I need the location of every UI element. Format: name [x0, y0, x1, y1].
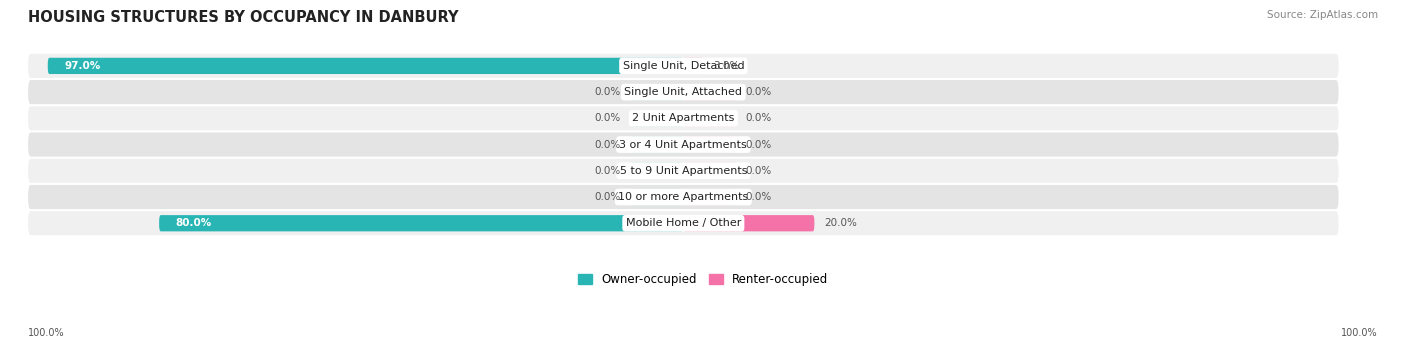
FancyBboxPatch shape	[631, 189, 683, 205]
Text: 0.0%: 0.0%	[595, 87, 621, 97]
Text: Mobile Home / Other: Mobile Home / Other	[626, 218, 741, 228]
Text: 0.0%: 0.0%	[595, 192, 621, 202]
Text: 5 to 9 Unit Apartments: 5 to 9 Unit Apartments	[620, 166, 747, 176]
Text: 0.0%: 0.0%	[745, 139, 772, 150]
FancyBboxPatch shape	[28, 185, 1339, 209]
FancyBboxPatch shape	[683, 189, 735, 205]
FancyBboxPatch shape	[631, 136, 683, 153]
Text: 100.0%: 100.0%	[28, 328, 65, 338]
Text: 20.0%: 20.0%	[824, 218, 858, 228]
Legend: Owner-occupied, Renter-occupied: Owner-occupied, Renter-occupied	[578, 273, 828, 286]
Text: Single Unit, Attached: Single Unit, Attached	[624, 87, 742, 97]
Text: 2 Unit Apartments: 2 Unit Apartments	[633, 113, 734, 123]
Text: 3 or 4 Unit Apartments: 3 or 4 Unit Apartments	[620, 139, 747, 150]
Text: 0.0%: 0.0%	[745, 113, 772, 123]
Text: 0.0%: 0.0%	[745, 192, 772, 202]
FancyBboxPatch shape	[28, 106, 1339, 130]
FancyBboxPatch shape	[683, 215, 814, 232]
FancyBboxPatch shape	[683, 110, 735, 127]
Text: 97.0%: 97.0%	[65, 61, 100, 71]
Text: 0.0%: 0.0%	[595, 113, 621, 123]
Text: 3.0%: 3.0%	[713, 61, 740, 71]
Text: 0.0%: 0.0%	[595, 139, 621, 150]
FancyBboxPatch shape	[631, 110, 683, 127]
Text: 100.0%: 100.0%	[1341, 328, 1378, 338]
FancyBboxPatch shape	[631, 163, 683, 179]
FancyBboxPatch shape	[28, 54, 1339, 78]
FancyBboxPatch shape	[28, 159, 1339, 183]
FancyBboxPatch shape	[631, 84, 683, 100]
Text: HOUSING STRUCTURES BY OCCUPANCY IN DANBURY: HOUSING STRUCTURES BY OCCUPANCY IN DANBU…	[28, 10, 458, 25]
FancyBboxPatch shape	[28, 80, 1339, 104]
FancyBboxPatch shape	[159, 215, 683, 232]
Text: 0.0%: 0.0%	[745, 87, 772, 97]
Text: 0.0%: 0.0%	[595, 166, 621, 176]
FancyBboxPatch shape	[683, 163, 735, 179]
FancyBboxPatch shape	[48, 58, 683, 74]
FancyBboxPatch shape	[28, 133, 1339, 157]
FancyBboxPatch shape	[683, 58, 703, 74]
Text: Single Unit, Detached: Single Unit, Detached	[623, 61, 744, 71]
FancyBboxPatch shape	[683, 136, 735, 153]
FancyBboxPatch shape	[683, 84, 735, 100]
Text: Source: ZipAtlas.com: Source: ZipAtlas.com	[1267, 10, 1378, 20]
FancyBboxPatch shape	[28, 211, 1339, 235]
Text: 80.0%: 80.0%	[176, 218, 212, 228]
Text: 10 or more Apartments: 10 or more Apartments	[619, 192, 748, 202]
Text: 0.0%: 0.0%	[745, 166, 772, 176]
